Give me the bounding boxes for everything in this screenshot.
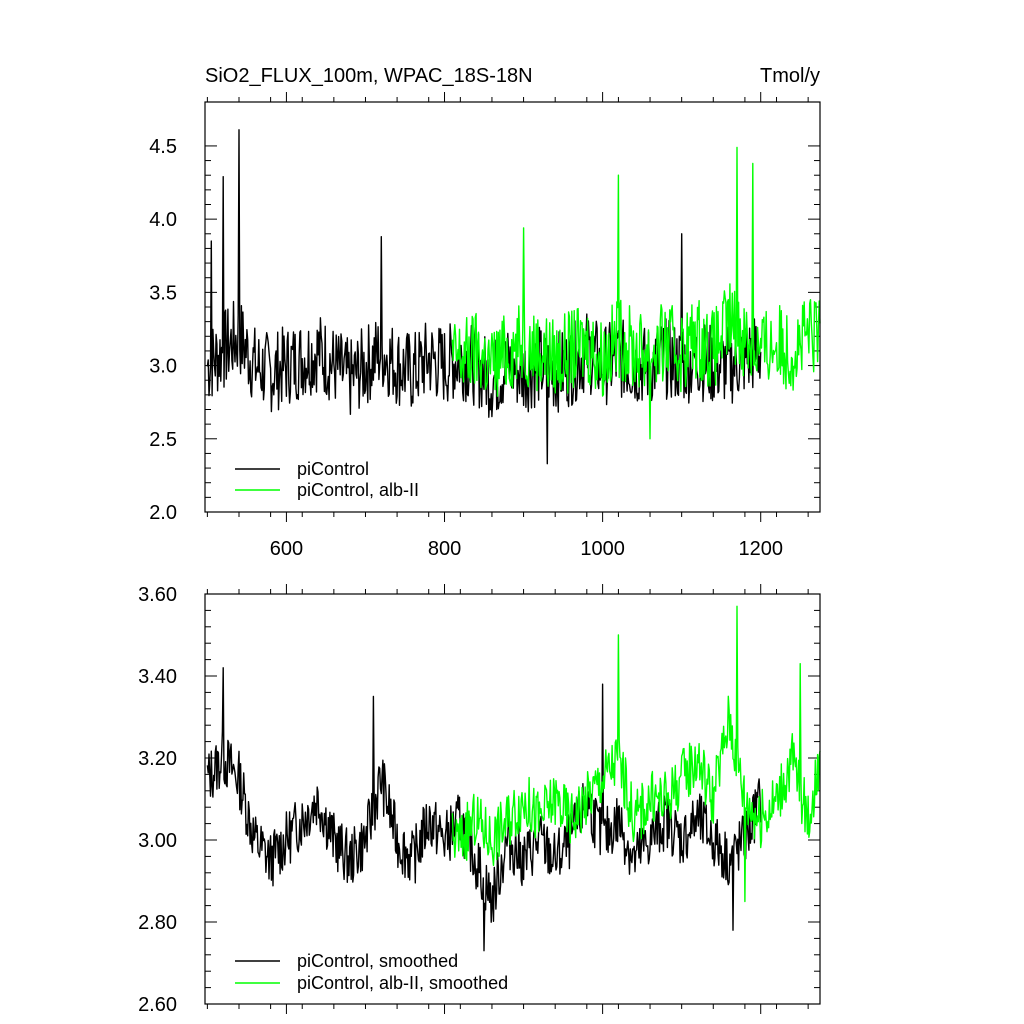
y-tick-label: 2.60 bbox=[138, 994, 177, 1016]
y-tick-label: 3.20 bbox=[138, 748, 177, 770]
y-tick-label: 3.40 bbox=[138, 666, 177, 688]
top-frame bbox=[204, 101, 821, 513]
y-tick-label: 3.5 bbox=[149, 282, 177, 304]
top-panel: SiO2_FLUX_100m, WPAC_18S-18N Tmol/y 2.02… bbox=[149, 65, 821, 560]
legend-label-alb-ii-smoothed: piControl, alb-II, smoothed bbox=[297, 973, 508, 993]
x-tick-label: 600 bbox=[270, 538, 303, 560]
series-line-picontrol-smoothed bbox=[206, 667, 762, 952]
y-tick-label: 2.0 bbox=[149, 502, 177, 524]
bottom-plot-area: 2.60 2.80 3.00 3.20 3.40 3.60 bbox=[138, 584, 821, 1016]
legend-label-smoothed: piControl, smoothed bbox=[297, 951, 458, 971]
bottom-frame bbox=[204, 593, 821, 1005]
x-tick-label: 1000 bbox=[580, 538, 625, 560]
bottom-legend: piControl, smoothed piControl, alb-II, s… bbox=[235, 951, 508, 993]
y-tick-label: 4.0 bbox=[149, 209, 177, 231]
x-tick-label: 800 bbox=[428, 538, 461, 560]
y-tick-label: 2.5 bbox=[149, 429, 177, 451]
bottom-panel: 2.60 2.80 3.00 3.20 3.40 3.60 piControl, smoo… bbox=[138, 584, 821, 1016]
y-tick-label: 3.0 bbox=[149, 356, 177, 378]
legend-label-picontrol: piControl bbox=[297, 459, 369, 479]
y-tick-label: 3.60 bbox=[138, 584, 177, 606]
y-tick-label: 2.80 bbox=[138, 912, 177, 934]
series-line-picontrol-alb-ii bbox=[451, 146, 821, 440]
legend-label-alb-ii: piControl, alb-II bbox=[297, 480, 419, 500]
y-tick-label: 3.00 bbox=[138, 830, 177, 852]
series-line-picontrol-alb-ii-smoothed bbox=[451, 605, 821, 903]
chart-title: SiO2_FLUX_100m, WPAC_18S-18N bbox=[205, 65, 533, 87]
y-tick-label: 4.5 bbox=[149, 136, 177, 158]
series-line-picontrol bbox=[206, 129, 762, 465]
x-tick-label: 1200 bbox=[738, 538, 783, 560]
top-plot-area: 2.0 2.5 3.0 3.5 4.0 4.5 600 800 1000 1200 bbox=[149, 92, 821, 560]
top-legend: piControl piControl, alb-II bbox=[235, 459, 419, 500]
units-label: Tmol/y bbox=[760, 65, 820, 87]
